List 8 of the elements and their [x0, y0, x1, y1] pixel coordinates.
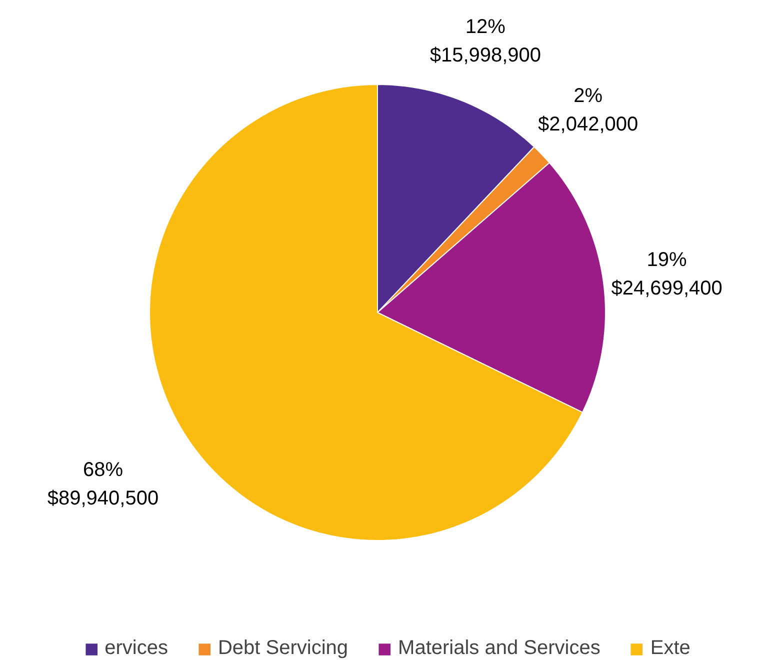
- data-label: 2% $2,042,000: [538, 85, 638, 136]
- legend-label: Materials and Services: [398, 637, 600, 660]
- legend-label: Exte: [650, 637, 690, 660]
- data-label: 68% $89,940,500: [47, 458, 159, 510]
- data-label: 19% $24,699,400: [611, 248, 722, 300]
- legend-label: ervices: [104, 637, 168, 660]
- data-label: 12% $15,998,900: [430, 16, 542, 67]
- legend-label: Debt Servicing: [218, 637, 348, 660]
